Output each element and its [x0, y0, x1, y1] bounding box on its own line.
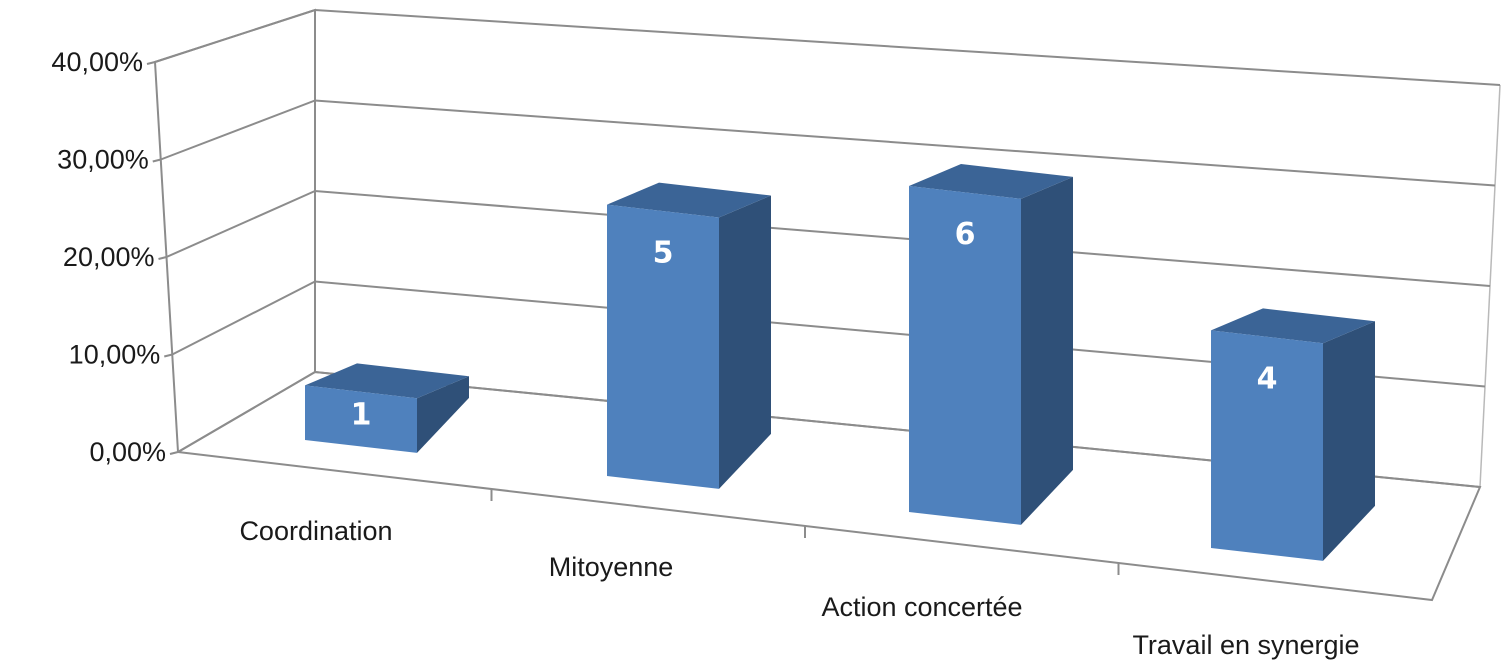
bar-side: [719, 195, 771, 489]
category-label: Coordination: [239, 516, 392, 546]
gridline: [166, 189, 1491, 287]
bar-top: [607, 182, 771, 218]
bar-side: [1323, 321, 1375, 561]
y-tick-label: 10,00%: [69, 340, 161, 370]
labels-layer: 0,00% 10,00% 20,00% 30,00% 40,00% 1 5 6 4 Coordin…: [51, 47, 1359, 660]
bar-top: [305, 363, 469, 399]
gridline: [171, 280, 1486, 388]
bar-top: [909, 164, 1073, 199]
y-tick-label: 40,00%: [51, 47, 143, 77]
bar-0: [305, 363, 469, 453]
y-tick-label: 0,00%: [89, 437, 166, 467]
category-label: Action concertée: [821, 592, 1022, 622]
bar-front: [305, 385, 417, 453]
bar-top: [1211, 308, 1375, 344]
y-tick: [169, 451, 179, 455]
bar-2: [909, 164, 1073, 525]
category-label: Mitoyenne: [549, 552, 674, 582]
bar-side: [1021, 176, 1073, 525]
bar-1: [607, 182, 771, 489]
y-tick-label: 30,00%: [57, 145, 149, 175]
bar-front: [909, 186, 1021, 525]
category-label: Travail en synergie: [1132, 630, 1359, 660]
y-tick: [152, 158, 161, 163]
data-label: 1: [351, 398, 372, 433]
bar-front: [1211, 330, 1323, 561]
data-label: 4: [1257, 361, 1278, 396]
gridline: [177, 370, 1481, 488]
gridline: [160, 99, 1496, 187]
grid-layer: [146, 8, 1501, 602]
y-tick-label: 20,00%: [63, 242, 155, 272]
bars-layer: [305, 164, 1375, 561]
y-tick: [164, 353, 173, 358]
bar-3: [1211, 308, 1375, 561]
gridline: [154, 8, 1501, 86]
y-tick: [158, 256, 167, 260]
data-label: 5: [653, 236, 674, 271]
y-tick: [146, 61, 156, 65]
bar-side: [417, 376, 469, 453]
bar-front: [607, 204, 719, 489]
data-label: 6: [955, 217, 976, 252]
